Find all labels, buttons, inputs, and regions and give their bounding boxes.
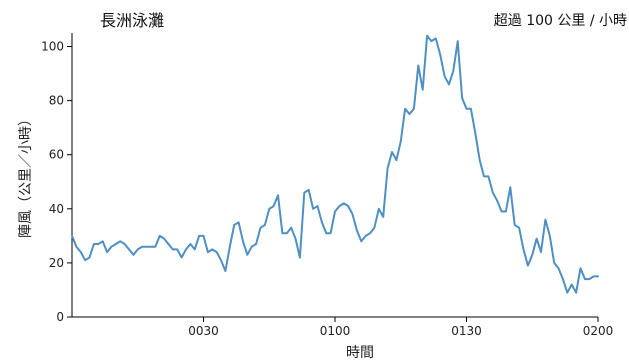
gust-series-line: [71, 34, 599, 294]
y-tick-label: 20: [49, 256, 64, 270]
plot-area: 0 20 40 60 80 100 0030 0100 0130 0200: [41, 33, 613, 338]
chart-title: 長洲泳灘: [100, 11, 164, 30]
x-tick-label: 0030: [188, 324, 219, 338]
x-ticks: 0030 0100 0130 0200: [188, 317, 613, 338]
y-tick-label: 60: [49, 148, 64, 162]
x-tick-label: 0130: [451, 324, 482, 338]
series-group: [71, 34, 599, 294]
y-tick-label: 100: [41, 40, 64, 54]
y-ticks: 0 20 40 60 80 100: [41, 40, 72, 324]
x-tick-label: 0100: [320, 324, 351, 338]
x-tick-label: 0200: [583, 324, 614, 338]
y-tick-label: 80: [49, 94, 64, 108]
chart-subtitle: 超過 100 公里 / 小時: [494, 13, 627, 29]
y-axis-title: 陣風（公里／小時）: [18, 112, 34, 238]
y-tick-label: 0: [56, 310, 64, 324]
y-tick-label: 40: [49, 202, 64, 216]
x-axis-title: 時間: [346, 345, 374, 361]
